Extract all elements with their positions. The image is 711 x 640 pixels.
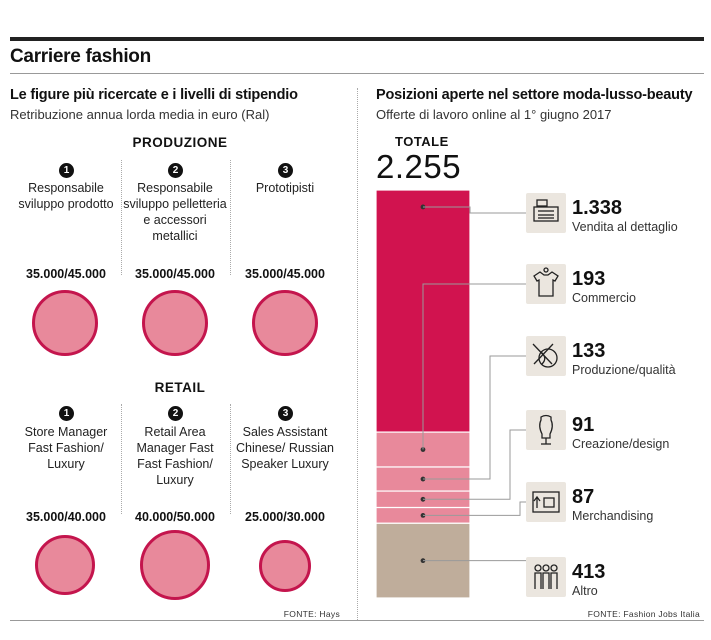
top-rule bbox=[10, 37, 704, 41]
yarn-ball-icon bbox=[532, 343, 558, 368]
source-note: FONTE: Hays bbox=[283, 609, 340, 619]
category-value: 193 bbox=[572, 268, 605, 290]
salary-value: 35.000/45.000 bbox=[245, 267, 325, 281]
icon-background bbox=[526, 482, 566, 522]
people-icon bbox=[534, 564, 558, 589]
leader-line bbox=[423, 355, 526, 480]
category-value: 1.338 bbox=[572, 197, 622, 219]
divider bbox=[121, 160, 122, 275]
total-value: 2.255 bbox=[376, 148, 462, 185]
column-divider bbox=[357, 88, 358, 620]
source-note: FONTE: Fashion Jobs Italia bbox=[587, 609, 700, 619]
salary-value: 35.000/45.000 bbox=[135, 267, 215, 281]
category-value: 413 bbox=[572, 561, 605, 583]
tshirt-icon bbox=[533, 267, 559, 297]
leader-line bbox=[422, 283, 526, 450]
salary-bubble bbox=[252, 290, 318, 356]
role-label: Store Manager Fast Fashion/ Luxury bbox=[24, 425, 108, 471]
salary-subtitle: Retribuzione annua lorda media in euro (… bbox=[10, 107, 270, 122]
total-label: TOTALE bbox=[395, 134, 449, 149]
salary-bubble bbox=[140, 530, 210, 600]
category-label: Produzione/qualità bbox=[572, 363, 676, 377]
salary-title: Le figure più ricercate e i livelli di s… bbox=[10, 87, 298, 103]
icon-background bbox=[526, 264, 566, 304]
icon-background bbox=[526, 410, 566, 450]
role-label: Responsabile sviluppo pelletteria e acce… bbox=[123, 181, 227, 243]
salary-value: 35.000/45.000 bbox=[26, 267, 106, 281]
rank-badge: 1 bbox=[59, 163, 74, 178]
role-label: Responsabile sviluppo prodotto bbox=[18, 181, 114, 211]
category-value: 87 bbox=[572, 486, 594, 508]
page-title: Carriere fashion bbox=[10, 46, 151, 67]
salary-value: 25.000/30.000 bbox=[245, 510, 325, 524]
category-value: 133 bbox=[572, 340, 605, 362]
rank-badge: 3 bbox=[278, 406, 293, 421]
rank-badge: 1 bbox=[59, 406, 74, 421]
positions-subtitle: Offerte di lavoro online al 1° giugno 20… bbox=[376, 107, 612, 122]
category-label: Merchandising bbox=[572, 509, 653, 523]
divider bbox=[121, 404, 122, 514]
icon-background bbox=[526, 336, 566, 376]
leader-line bbox=[423, 206, 526, 214]
title-rule bbox=[10, 73, 704, 74]
category-value: 91 bbox=[572, 414, 594, 436]
category-label: Creazione/design bbox=[572, 437, 669, 451]
mannequin-icon bbox=[539, 414, 553, 445]
icon-background bbox=[526, 557, 566, 597]
salary-bubble bbox=[35, 535, 95, 595]
category-label: Vendita al dettaglio bbox=[572, 220, 678, 234]
rank-badge: 3 bbox=[278, 163, 293, 178]
group-heading-produzione: PRODUZIONE bbox=[132, 135, 228, 150]
salary-bubble bbox=[259, 540, 311, 592]
role-label: Retail Area Manager Fast Fast Fashion/ L… bbox=[136, 425, 214, 487]
divider bbox=[230, 160, 231, 275]
category-label: Commercio bbox=[572, 291, 636, 305]
salary-value: 40.000/50.000 bbox=[135, 510, 215, 524]
group-heading-retail: RETAIL bbox=[154, 380, 206, 395]
rank-badge: 2 bbox=[168, 163, 183, 178]
positions-title: Posizioni aperte nel settore moda-lusso-… bbox=[376, 87, 693, 103]
bottom-rule bbox=[10, 620, 704, 621]
cash-register-icon bbox=[533, 199, 559, 222]
divider bbox=[230, 404, 231, 514]
salary-bubble bbox=[142, 290, 208, 356]
leader-line bbox=[423, 501, 526, 516]
rank-badge: 2 bbox=[168, 406, 183, 421]
role-label: Prototipisti bbox=[255, 181, 315, 195]
role-label: Sales Assistant Chinese/ Russian Speaker… bbox=[236, 425, 334, 471]
leader-line bbox=[423, 429, 526, 500]
salary-bubble bbox=[32, 290, 98, 356]
category-label: Altro bbox=[572, 584, 598, 598]
merchandising-icon bbox=[532, 491, 560, 513]
salary-value: 35.000/40.000 bbox=[26, 510, 106, 524]
icon-background bbox=[526, 193, 566, 233]
